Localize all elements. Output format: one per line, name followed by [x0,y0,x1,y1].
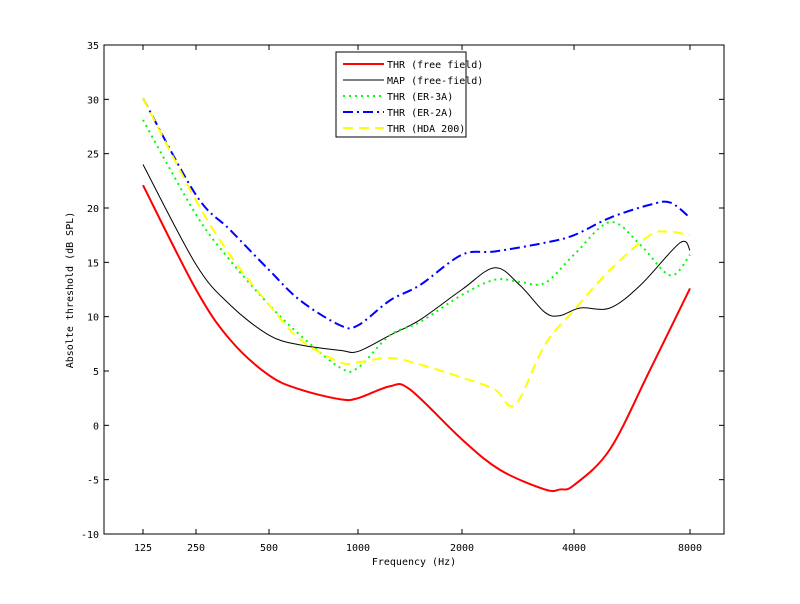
x-tick-label: 8000 [678,543,702,554]
x-tick-label: 500 [260,543,278,554]
x-tick-label: 4000 [562,543,586,554]
legend-label: THR (ER-2A) [387,108,453,119]
series-line-0 [142,184,691,493]
x-tick-label: 2000 [450,543,474,554]
x-tick-label: 250 [187,543,205,554]
y-tick-label: 35 [87,41,99,52]
legend: THR (free field) MAP (free-field) THR (ER-… [335,51,483,138]
legend-label: THR (HDA 200) [387,124,465,135]
x-tick-label: 1000 [346,543,370,554]
series-lines [142,97,691,493]
series-line-4 [142,97,691,408]
legend-label: THR (ER-3A) [387,92,453,103]
series-line-3 [142,97,691,330]
x-tick-label: 125 [134,543,152,554]
y-tick-label: 5 [93,367,99,378]
series-line-1 [142,164,691,353]
x-axis: 125 250 500 1000 2000 4000 8000 [134,45,702,554]
series-line-2 [142,119,691,373]
y-tick-label: -5 [87,476,99,487]
y-tick-label: 25 [87,150,99,161]
legend-label: THR (free field) [387,60,483,71]
y-tick-label: -10 [81,530,99,541]
y-tick-label: 0 [93,421,99,432]
legend-box [335,51,467,138]
y-tick-label: 20 [87,204,99,215]
x-axis-label: Frequency (Hz) [372,557,456,568]
y-tick-label: 15 [87,258,99,269]
y-tick-label: 10 [87,313,99,324]
y-tick-label: 30 [87,95,99,106]
legend-label: MAP (free-field) [387,76,483,87]
y-axis: -10 -5 0 5 10 15 20 25 30 35 [81,41,724,541]
y-axis-label: Absolte threshold (dB SPL) [65,212,76,369]
